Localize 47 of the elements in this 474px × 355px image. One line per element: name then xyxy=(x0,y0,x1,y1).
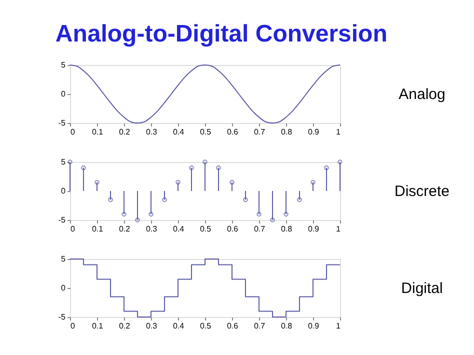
y-tick-label: 5 xyxy=(61,60,66,70)
text: Discrete xyxy=(394,183,450,200)
x-tick-label: 0.1 xyxy=(92,322,104,330)
x-tick-label: 0.6 xyxy=(226,128,239,136)
x-tick-label: 0 xyxy=(70,224,76,234)
line-series xyxy=(70,64,340,124)
chart-title: Analog-to-Digital Conversion xyxy=(55,20,388,48)
y-tick-label: 0 xyxy=(61,90,66,98)
x-tick-label: 0.4 xyxy=(172,322,185,330)
x-tick-label: 1 xyxy=(336,322,342,330)
y-tick-label: 0 xyxy=(61,284,66,292)
x-tick-label: 0.8 xyxy=(280,224,293,234)
x-tick-label: 0.2 xyxy=(118,224,131,234)
x-tick-label: 0.9 xyxy=(308,128,320,136)
y-tick-label: 5 xyxy=(61,254,66,264)
y-tick-label: -5 xyxy=(58,312,66,322)
x-tick-label: 1 xyxy=(336,224,342,234)
y-tick-label: -5 xyxy=(58,118,66,128)
y-tick-label: 0 xyxy=(61,186,66,196)
x-tick-label: 0 xyxy=(70,128,76,136)
x-tick-label: 0.2 xyxy=(118,322,131,330)
x-tick-label: 0.5 xyxy=(200,128,212,136)
x-tick-label: 0.7 xyxy=(254,128,266,136)
x-tick-label: 0.5 xyxy=(200,322,212,330)
y-tick-label: 5 xyxy=(61,158,66,166)
x-tick-label: 1 xyxy=(336,128,342,136)
x-tick-label: 0.1 xyxy=(92,128,104,136)
x-tick-label: 0.7 xyxy=(254,224,266,234)
x-tick-label: 0.4 xyxy=(172,128,185,136)
x-tick-label: 0 xyxy=(70,322,76,330)
x-tick-label: 0.8 xyxy=(280,128,293,136)
x-tick-label: 0.6 xyxy=(226,224,239,234)
x-tick-label: 0.3 xyxy=(146,128,158,136)
text: Analog xyxy=(398,86,446,103)
x-tick-label: 0.3 xyxy=(146,224,158,234)
x-tick-label: 0.9 xyxy=(308,224,320,234)
x-tick-label: 0.9 xyxy=(308,322,320,330)
x-tick-label: 0.2 xyxy=(118,128,131,136)
x-tick-label: 0.8 xyxy=(280,322,293,330)
y-tick-label: -5 xyxy=(58,216,66,224)
x-tick-label: 0.4 xyxy=(172,224,185,234)
x-tick-label: 0.5 xyxy=(200,224,212,234)
x-tick-label: 0.7 xyxy=(254,322,266,330)
x-tick-label: 0.6 xyxy=(226,322,239,330)
x-tick-label: 0.3 xyxy=(146,322,158,330)
x-tick-label: 0.1 xyxy=(92,224,104,234)
text: Digital xyxy=(401,280,443,297)
